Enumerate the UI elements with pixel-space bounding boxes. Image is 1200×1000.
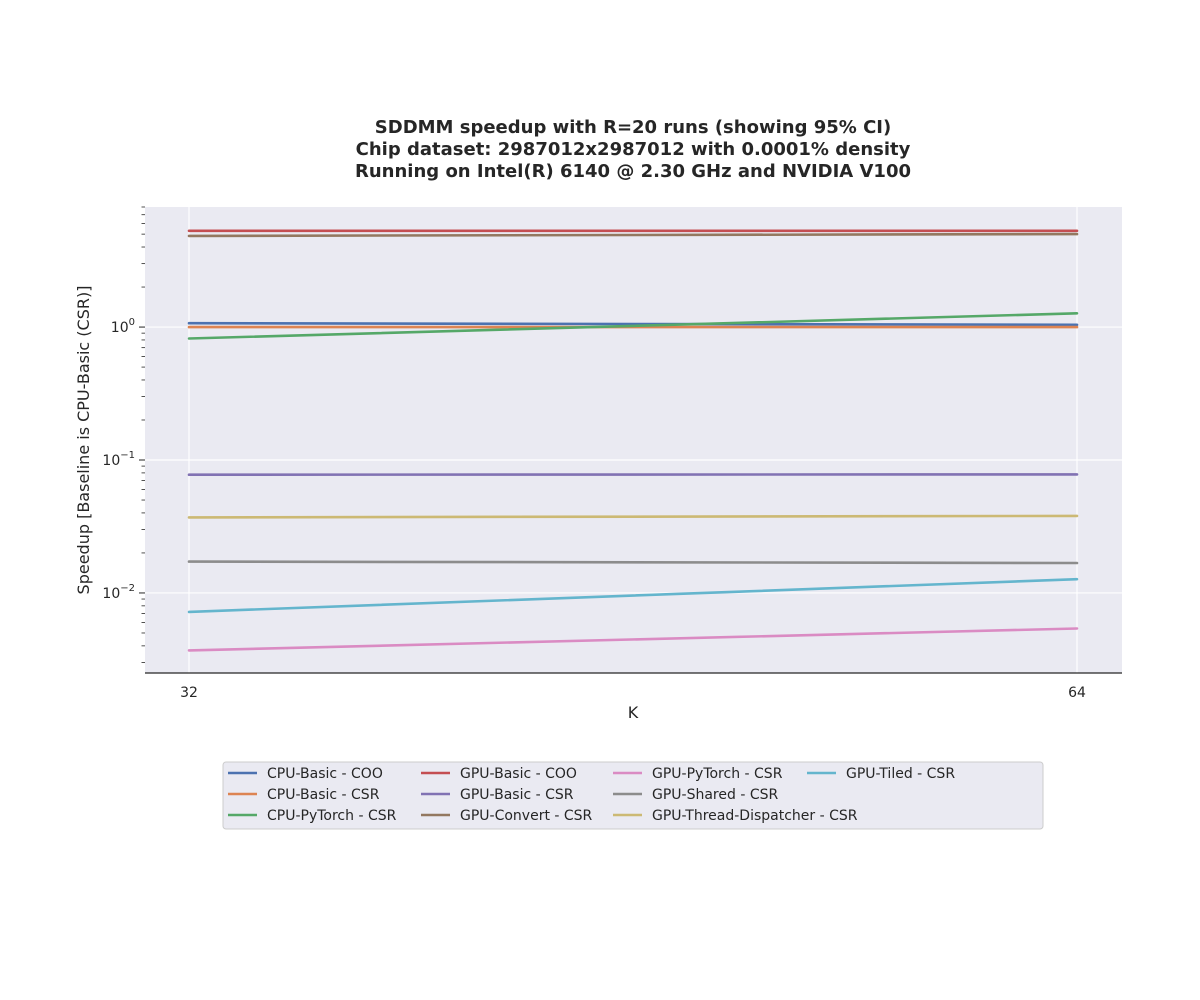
y-tick-label: 10−1 [102, 450, 135, 469]
legend-item: GPU-Tiled - CSR [807, 766, 955, 782]
series-line [187, 577, 1079, 614]
chart-title-line-2: Chip dataset: 2987012x2987012 with 0.000… [356, 139, 911, 160]
series-group [187, 229, 1079, 652]
legend-label: CPU-Basic - COO [267, 766, 383, 782]
series-line [187, 232, 1079, 238]
legend-item: GPU-Convert - CSR [421, 808, 593, 824]
legend-item: GPU-Shared - CSR [613, 787, 778, 803]
legend-label: CPU-PyTorch - CSR [267, 808, 397, 824]
axes: 32 64 10−2 10−1 100 [102, 206, 1122, 701]
legend-item: CPU-Basic - COO [228, 766, 383, 782]
legend-item: GPU-PyTorch - CSR [613, 766, 783, 782]
legend-item: GPU-Thread-Dispatcher - CSR [613, 808, 858, 824]
series-line [187, 321, 1079, 327]
legend-item: CPU-PyTorch - CSR [228, 808, 397, 824]
legend-label: GPU-Basic - CSR [460, 787, 574, 803]
series-line [187, 560, 1079, 565]
y-axis-label: Speedup [Baseline is CPU-Basic (CSR)] [74, 286, 93, 595]
x-axis-label: K [628, 703, 639, 722]
legend-item: GPU-Basic - CSR [421, 787, 574, 803]
series-line [187, 514, 1079, 519]
chart-title-line-1: SDDMM speedup with R=20 runs (showing 95… [375, 117, 891, 138]
legend-box [222, 761, 1044, 830]
legend-label: GPU-Tiled - CSR [846, 766, 955, 782]
y-tick-label: 10−2 [102, 583, 135, 602]
legend-label: GPU-Convert - CSR [460, 808, 593, 824]
x-tick-label: 64 [1068, 685, 1086, 701]
legend-label: GPU-Thread-Dispatcher - CSR [652, 808, 858, 824]
y-tick-label: 100 [111, 317, 135, 336]
series-line [187, 627, 1079, 652]
legend-label: GPU-Shared - CSR [652, 787, 778, 803]
legend-label: GPU-PyTorch - CSR [652, 766, 783, 782]
chart-title: SDDMM speedup with R=20 runs (showing 95… [355, 117, 911, 182]
legend-item: CPU-Basic - CSR [228, 787, 380, 803]
legend-label: GPU-Basic - COO [460, 766, 577, 782]
x-tick-label: 32 [180, 685, 198, 701]
legend-label: CPU-Basic - CSR [267, 787, 380, 803]
plot-area [145, 207, 1122, 673]
legend: CPU-Basic - COO CPU-Basic - CSR CPU-PyTorc… [222, 761, 1044, 830]
legend-item: GPU-Basic - COO [421, 766, 577, 782]
chart-title-line-3: Running on Intel(R) 6140 @ 2.30 GHz and … [355, 161, 911, 182]
series-line [187, 311, 1079, 340]
